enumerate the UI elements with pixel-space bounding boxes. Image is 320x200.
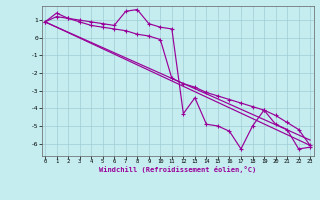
X-axis label: Windchill (Refroidissement éolien,°C): Windchill (Refroidissement éolien,°C) [99, 166, 256, 173]
